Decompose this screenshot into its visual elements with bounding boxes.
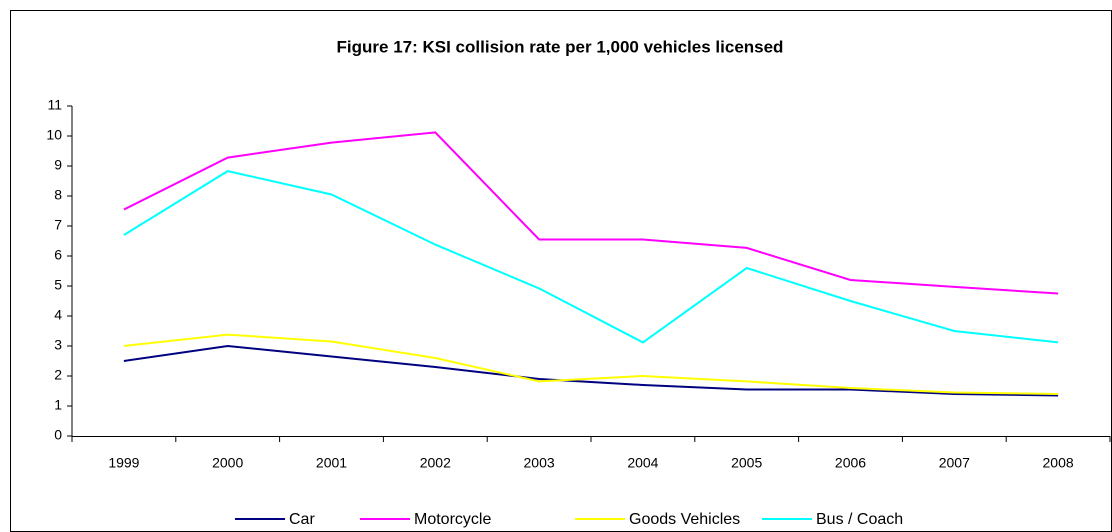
x-tick-label: 1999	[108, 455, 139, 471]
y-tick-label: 4	[54, 307, 62, 323]
y-tick-label: 2	[54, 367, 62, 383]
x-tick-label: 2006	[835, 455, 866, 471]
y-tick-label: 6	[54, 247, 62, 263]
legend-label: Bus / Coach	[816, 511, 903, 528]
series-line	[123, 333, 1059, 395]
y-tick-label: 5	[54, 277, 62, 293]
x-tick-label: 2000	[212, 455, 243, 471]
y-tick-label: 3	[54, 337, 62, 353]
chart-title: Figure 17: KSI collision rate per 1,000 …	[337, 37, 784, 56]
legend-label: Motorcycle	[414, 511, 491, 528]
series-line	[123, 170, 1059, 344]
y-tick-label: 7	[54, 217, 62, 233]
x-tick-label: 2002	[420, 455, 451, 471]
x-tick-label: 2001	[316, 455, 347, 471]
x-tick-label: 2008	[1043, 455, 1074, 471]
y-tick-label: 9	[54, 157, 62, 173]
y-tick-label: 11	[47, 97, 62, 113]
y-tick-label: 0	[54, 427, 62, 443]
x-tick-label: 2005	[731, 455, 762, 471]
chart-border	[10, 10, 1112, 532]
legend-label: Goods Vehicles	[629, 511, 740, 528]
series-line	[123, 344, 1059, 397]
x-tick-label: 2007	[939, 455, 970, 471]
y-tick-label: 1	[54, 397, 62, 413]
x-tick-label: 2004	[627, 455, 658, 471]
x-tick-label: 2003	[524, 455, 555, 471]
series-line	[123, 131, 1059, 295]
legend-label: Car	[289, 511, 315, 528]
y-tick-label: 8	[54, 187, 62, 203]
y-tick-label: 10	[46, 127, 62, 143]
